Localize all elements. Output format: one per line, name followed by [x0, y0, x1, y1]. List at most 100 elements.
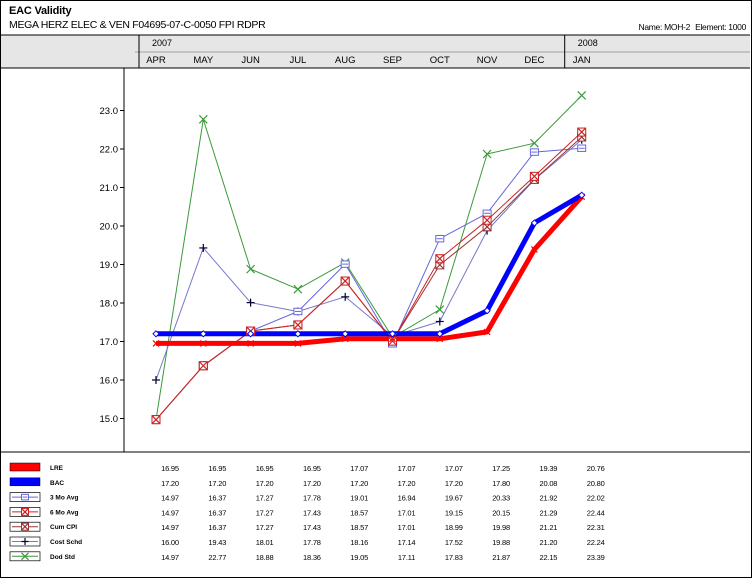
table-cell: 22.24 — [587, 538, 605, 547]
data-point — [246, 264, 256, 274]
x-tick-label: NOV — [477, 55, 498, 66]
table-cell: 22.31 — [587, 523, 605, 532]
point-stroke — [436, 335, 444, 343]
table-cell: 17.01 — [398, 523, 416, 532]
x-tick-label: JUL — [289, 55, 306, 66]
data-point — [293, 320, 303, 330]
table-cell: 21.29 — [540, 508, 558, 517]
table-cell: 17.52 — [445, 538, 463, 547]
table-cell: 19.88 — [492, 538, 510, 547]
table-cell: 17.27 — [256, 508, 274, 517]
data-point — [21, 538, 29, 545]
point-diamond — [341, 330, 349, 338]
table-cell: 22.77 — [208, 553, 226, 562]
table-cell: 16.94 — [398, 494, 416, 503]
data-point — [530, 219, 539, 227]
data-point — [435, 235, 445, 243]
data-point — [199, 243, 208, 252]
table-cell: 16.37 — [208, 508, 226, 517]
month-header: 2007 2008 APR MAY JUN JUL AUG SEP OCT NOV DEC JAN — [1, 34, 750, 69]
point-stroke — [482, 149, 492, 159]
legend-series-name: Cost Schd — [50, 539, 82, 546]
table-cell: 20.08 — [540, 479, 558, 488]
x-tick-label: AUG — [335, 55, 356, 66]
data-point — [529, 138, 539, 148]
table-cell: 20.15 — [492, 508, 510, 517]
table-cell: 14.97 — [161, 553, 179, 562]
data-point — [293, 307, 303, 316]
legend-series-name: 3 Mo Avg — [50, 495, 78, 502]
table-cell: 19.98 — [492, 523, 510, 532]
table-cell: 17.20 — [208, 479, 226, 488]
point-stroke — [293, 320, 303, 330]
table-cell: 17.43 — [303, 508, 321, 517]
data-point — [529, 171, 539, 181]
table-cell: 17.43 — [303, 523, 321, 532]
table-cell: 21.20 — [540, 538, 558, 547]
point-stroke — [246, 264, 256, 274]
header-band — [1, 35, 750, 68]
table-cell: 16.00 — [161, 538, 179, 547]
x-tick-label: DEC — [524, 55, 544, 66]
table-cell: 18.57 — [350, 523, 368, 532]
point-diamond — [530, 219, 539, 227]
y-tick-label: 21.0 — [100, 183, 119, 194]
point-diamond — [199, 330, 208, 338]
data-point — [21, 507, 29, 516]
data-point — [341, 335, 349, 343]
table-cell: 17.07 — [398, 464, 416, 473]
table-cell: 18.36 — [303, 553, 321, 562]
data-table: LRE 16.95 16.95 16.95 16.95 17.07 17.07 17.07 17… — [9, 462, 605, 562]
point-stroke — [435, 305, 445, 314]
data-point — [294, 340, 302, 347]
y-tick-label: 19.0 — [100, 260, 119, 271]
series-line — [156, 195, 584, 346]
data-point — [436, 335, 444, 343]
data-point — [341, 330, 349, 338]
data-point — [152, 330, 160, 338]
table-cell: 19.15 — [445, 508, 463, 517]
series-line — [156, 193, 583, 337]
table-cell: 18.57 — [350, 508, 368, 517]
table-cell: 17.80 — [492, 479, 510, 488]
data-point — [530, 246, 538, 253]
data-point — [482, 209, 492, 217]
point-stroke — [388, 336, 397, 346]
data-point — [435, 317, 444, 326]
series-line — [155, 147, 582, 421]
series-lines — [151, 91, 587, 425]
name-label: Name: MOH-2 — [638, 22, 691, 32]
point-stroke — [21, 552, 29, 561]
report-subtitle: MEGA HERZ ELEC & VEN F04695-07-C-0050 FP… — [9, 19, 266, 31]
data-point — [199, 330, 208, 338]
point-stroke — [483, 328, 491, 336]
table-cell: 17.20 — [256, 479, 274, 488]
legend-series-name: LRE — [50, 465, 64, 472]
table-cell: 16.95 — [256, 464, 274, 473]
point-stroke — [198, 114, 208, 124]
table-cell: 16.37 — [208, 523, 226, 532]
point-stroke — [199, 340, 207, 347]
table-cell: 17.83 — [445, 553, 463, 562]
series-line — [155, 131, 583, 421]
point-diamond — [436, 330, 444, 338]
point-stroke — [482, 215, 492, 225]
table-cell: 17.20 — [350, 479, 368, 488]
data-point — [293, 284, 303, 294]
data-point — [435, 305, 445, 314]
point-stroke — [341, 335, 349, 343]
point-stroke — [247, 340, 255, 347]
table-cell: 19.01 — [350, 494, 368, 503]
data-point — [389, 335, 396, 343]
table-cell: 21.87 — [492, 553, 510, 562]
element-label: Element: 1000 — [695, 22, 746, 32]
data-point — [435, 254, 445, 264]
point-stroke — [340, 276, 350, 286]
legend-series-name: Cum CPI — [50, 524, 77, 531]
table-cell: 17.14 — [398, 538, 416, 547]
report-title: EAC Validity — [9, 5, 72, 17]
point-stroke — [389, 335, 396, 343]
table-cell: 17.27 — [256, 494, 274, 503]
year-label: 2008 — [578, 38, 598, 48]
table-cell: 19.43 — [208, 538, 226, 547]
